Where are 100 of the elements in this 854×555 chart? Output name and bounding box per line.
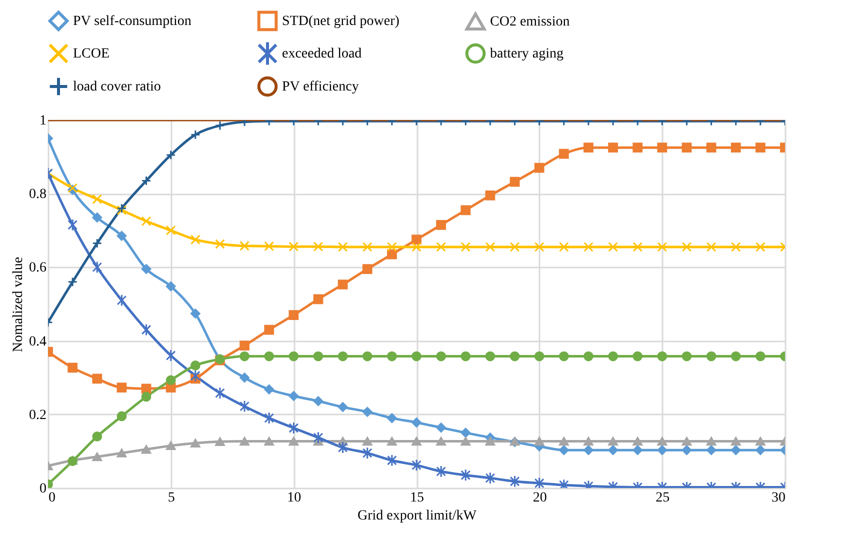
legend-label: PV self-consumption — [73, 14, 192, 29]
point — [534, 436, 544, 446]
point — [264, 241, 274, 252]
point — [288, 422, 299, 434]
point — [608, 242, 618, 252]
point — [362, 242, 372, 252]
point — [460, 205, 471, 216]
point — [288, 436, 299, 446]
y-tick-label: 0.6 — [29, 260, 46, 276]
point — [706, 445, 716, 456]
y-axis-title: Nomalized value — [11, 256, 26, 352]
point — [68, 218, 78, 232]
point — [510, 351, 520, 362]
point — [116, 411, 127, 422]
legend-label: CO2 emission — [490, 14, 570, 30]
point — [558, 351, 569, 362]
point — [313, 396, 324, 406]
point — [264, 384, 274, 394]
point — [632, 445, 643, 456]
point — [510, 242, 520, 252]
point — [534, 242, 544, 252]
point — [362, 446, 372, 460]
point — [558, 242, 569, 252]
point — [166, 225, 176, 236]
point — [116, 382, 127, 392]
y-tick-label: 0.2 — [29, 408, 46, 423]
point — [632, 351, 643, 362]
point — [485, 472, 496, 484]
point — [92, 261, 102, 274]
point — [190, 360, 200, 370]
point — [706, 242, 716, 252]
point — [387, 351, 397, 362]
point — [92, 194, 102, 204]
point — [657, 242, 668, 252]
y-tick-label: 0.4 — [29, 334, 46, 350]
point — [460, 428, 471, 438]
point — [264, 324, 274, 335]
point — [166, 150, 176, 160]
point — [682, 242, 692, 252]
point — [460, 436, 471, 446]
point — [534, 477, 544, 488]
point — [682, 351, 692, 362]
point — [338, 280, 348, 290]
point — [387, 454, 397, 467]
point — [141, 264, 152, 274]
legend-label: battery aging — [490, 46, 564, 62]
point — [485, 436, 496, 446]
legend-label: PV efficiency — [282, 80, 359, 94]
point — [240, 436, 250, 446]
point — [141, 392, 152, 402]
point — [412, 351, 422, 362]
point — [412, 436, 422, 446]
point — [166, 375, 176, 386]
point — [632, 242, 643, 252]
point — [657, 436, 668, 446]
point — [608, 142, 618, 153]
point — [92, 212, 102, 222]
point — [166, 281, 176, 292]
point — [485, 190, 496, 200]
point — [362, 406, 372, 417]
point — [240, 240, 250, 251]
point — [92, 432, 102, 442]
point — [412, 418, 422, 428]
point — [264, 351, 274, 362]
point — [338, 242, 348, 252]
x-tick-label: 5 — [168, 490, 175, 506]
x-tick-label: 10 — [287, 490, 302, 506]
legend-label: load cover ratio — [73, 80, 161, 94]
point — [190, 370, 200, 382]
point — [68, 362, 78, 373]
point — [436, 242, 446, 252]
point — [412, 242, 422, 252]
point — [387, 242, 397, 252]
x-tick-label: 25 — [656, 490, 670, 506]
point — [240, 400, 250, 412]
point — [338, 441, 348, 454]
point — [92, 238, 102, 248]
point — [756, 436, 766, 446]
point — [657, 445, 668, 456]
point — [92, 452, 102, 462]
point — [141, 324, 152, 336]
point — [141, 216, 152, 226]
point — [313, 294, 324, 304]
point — [756, 142, 766, 153]
point — [485, 242, 496, 252]
point — [730, 445, 741, 456]
point — [756, 351, 766, 362]
x-axis-title: Grid export limit/kW — [358, 508, 478, 524]
point — [436, 351, 446, 362]
point — [92, 374, 102, 384]
point — [215, 239, 225, 249]
point — [288, 351, 299, 362]
point — [558, 148, 569, 159]
point — [436, 436, 446, 446]
point — [706, 351, 716, 362]
point — [436, 465, 446, 478]
y-tick-label: 1 — [40, 114, 46, 128]
point — [706, 142, 716, 153]
y-tick-label: 0.8 — [29, 187, 46, 202]
point — [584, 142, 594, 153]
